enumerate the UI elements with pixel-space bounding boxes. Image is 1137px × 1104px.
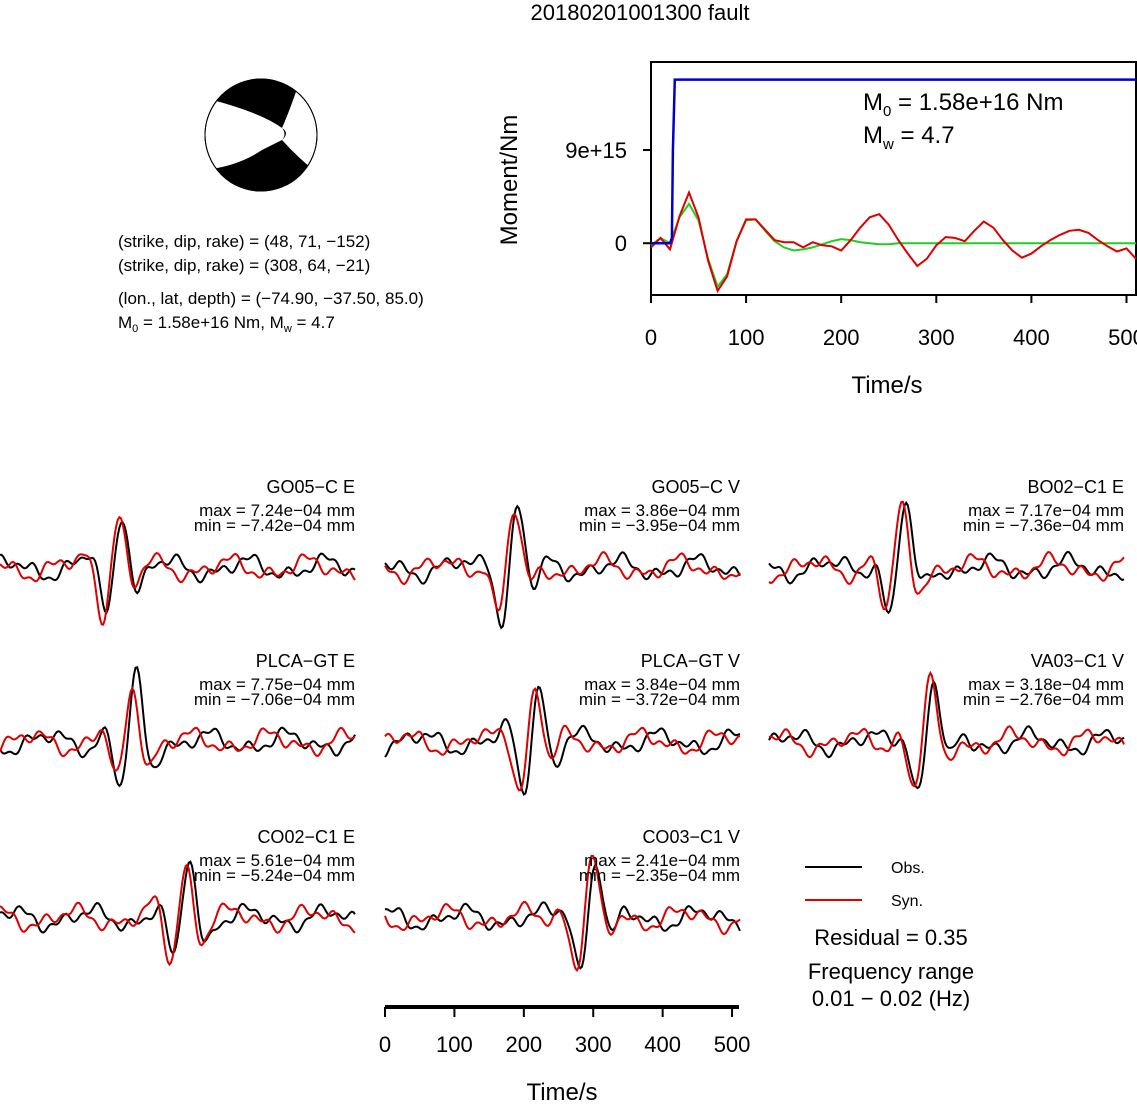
- stf-x-tick-label: 300: [918, 325, 955, 350]
- min-amplitude: min = −7.42e−04 mm: [194, 516, 355, 535]
- legend: Obs. Syn.: [805, 860, 925, 910]
- waveform-x-tick-label: 200: [505, 1032, 542, 1057]
- station-label: CO02−C1 E: [257, 827, 355, 847]
- station-label: VA03−C1 V: [1031, 651, 1124, 671]
- waveform-x-tick-label: 400: [644, 1032, 681, 1057]
- station-label: PLCA−GT V: [641, 651, 740, 671]
- legend-obs-label: Obs.: [891, 860, 925, 877]
- waveform-x-axis-label: Time/s: [526, 1079, 597, 1104]
- waveform-panel: CO03−C1 V max = 2.41e−04 mm min = −2.35e…: [384, 827, 741, 973]
- obs-trace: [0, 860, 356, 955]
- station-label: GO05−C V: [651, 477, 740, 497]
- syn-trace: [0, 686, 356, 772]
- waveform-time-axis: 0 100 200 300 400 500 Time/s: [379, 1005, 751, 1104]
- obs-trace: [384, 685, 741, 796]
- waveform-x-ticks: 0 100 200 300 400 500: [379, 1007, 751, 1057]
- max-amplitude: max = 3.18e−04 mm: [968, 675, 1124, 694]
- stf-x-axis-label: Time/s: [851, 372, 922, 399]
- station-label: PLCA−GT E: [256, 651, 355, 671]
- max-amplitude: max = 7.17e−04 mm: [968, 501, 1124, 520]
- waveform-panel: PLCA−GT V max = 3.84e−04 mm min = −3.72e…: [384, 651, 741, 796]
- obs-trace: [0, 666, 356, 788]
- obs-trace: [768, 500, 1125, 615]
- beachball: [204, 78, 318, 192]
- syn-trace: [768, 670, 1125, 788]
- max-amplitude: max = 5.61e−04 mm: [199, 851, 355, 870]
- min-amplitude: min = −7.06e−04 mm: [194, 690, 355, 709]
- min-amplitude: min = −3.72e−04 mm: [579, 690, 740, 709]
- stf-x-tick-label: 100: [728, 325, 765, 350]
- waveform-panel: VA03−C1 V max = 3.18e−04 mm min = −2.76e…: [768, 651, 1125, 790]
- stf-y-ticks: 0 9e+15: [565, 138, 1137, 256]
- stf-green-trace: [650, 202, 1136, 289]
- min-amplitude: min = −5.24e−04 mm: [194, 866, 355, 885]
- beachball-compression-upper: [205, 79, 317, 128]
- residual-value: Residual = 0.35: [814, 925, 968, 950]
- frequency-range-title: Frequency range: [808, 959, 974, 984]
- syn-trace: [0, 515, 356, 626]
- stf-frame: [650, 61, 1137, 296]
- fault-plane-2: (strike, dip, rake) = (308, 64, −21): [118, 256, 370, 275]
- syn-trace: [384, 854, 741, 973]
- waveform-panel: PLCA−GT E max = 7.75e−04 mm min = −7.06e…: [0, 651, 356, 788]
- max-amplitude: max = 7.75e−04 mm: [199, 675, 355, 694]
- station-label: GO05−C E: [266, 477, 355, 497]
- max-amplitude: max = 3.86e−04 mm: [584, 501, 740, 520]
- min-amplitude: min = −3.95e−04 mm: [579, 516, 740, 535]
- min-amplitude: min = −2.76e−04 mm: [963, 690, 1124, 709]
- waveform-x-tick-label: 100: [436, 1032, 473, 1057]
- figure-title: 20180201001300 fault: [531, 0, 750, 25]
- stf-y-axis-label: Moment/Nm: [496, 115, 523, 246]
- waveform-panel: BO02−C1 E max = 7.17e−04 mm min = −7.36e…: [768, 477, 1125, 615]
- frequency-range-value: 0.01 − 0.02 (Hz): [812, 986, 970, 1011]
- syn-trace: [384, 512, 741, 612]
- stf-moment-line: [651, 78, 1136, 245]
- stf-x-tick-label: 500: [1108, 325, 1137, 350]
- stf-y-tick-label: 0: [615, 231, 627, 256]
- obs-trace: [384, 864, 741, 970]
- syn-trace: [0, 863, 356, 967]
- stf-x-tick-label: 200: [823, 325, 860, 350]
- min-amplitude: min = −7.36e−04 mm: [963, 516, 1124, 535]
- stf-plot: 0 100 200 300 400 500 0 9e+15 M0 = 1.58e+16 Nm…: [496, 61, 1137, 399]
- waveform-x-tick-label: 300: [575, 1032, 612, 1057]
- stf-mw-label: Mw = 4.7: [863, 122, 955, 153]
- stf-x-ticks: 0 100 200 300 400 500: [645, 295, 1137, 350]
- stf-red-trace: [650, 189, 1137, 294]
- waveform-x-tick-label: 500: [714, 1032, 751, 1057]
- waveform-panel: CO02−C1 E max = 5.61e−04 mm min = −5.24e…: [0, 827, 356, 967]
- syn-trace: [768, 500, 1125, 611]
- waveform-x-tick-label: 0: [379, 1032, 391, 1057]
- syn-trace: [384, 686, 741, 792]
- min-amplitude: min = −2.35e−04 mm: [579, 866, 740, 885]
- location-depth: (lon., lat, depth) = (−74.90, −37.50, 85…: [118, 289, 424, 308]
- stf-x-tick-label: 400: [1013, 325, 1050, 350]
- max-amplitude: max = 3.84e−04 mm: [584, 675, 740, 694]
- stf-m0-label: M0 = 1.58e+16 Nm: [863, 89, 1063, 120]
- max-amplitude: max = 7.24e−04 mm: [199, 501, 355, 520]
- moment-magnitude-summary: M0 = 1.58e+16 Nm, Mw = 4.7: [118, 313, 335, 335]
- legend-syn-label: Syn.: [891, 893, 923, 910]
- fault-plane-1: (strike, dip, rake) = (48, 71, −152): [118, 232, 370, 251]
- waveform-panel: GO05−C E max = 7.24e−04 mm min = −7.42e−…: [0, 477, 356, 626]
- station-label: CO03−C1 V: [642, 827, 740, 847]
- obs-trace: [0, 520, 356, 615]
- max-amplitude: max = 2.41e−04 mm: [584, 851, 740, 870]
- waveform-panel: GO05−C V max = 3.86e−04 mm min = −3.95e−…: [384, 477, 741, 630]
- waveform-panels: GO05−C E max = 7.24e−04 mm min = −7.42e−…: [0, 477, 1125, 973]
- stf-y-tick-label: 9e+15: [565, 138, 627, 163]
- station-label: BO02−C1 E: [1027, 477, 1124, 497]
- obs-trace: [768, 679, 1125, 790]
- stf-x-tick-label: 0: [645, 325, 657, 350]
